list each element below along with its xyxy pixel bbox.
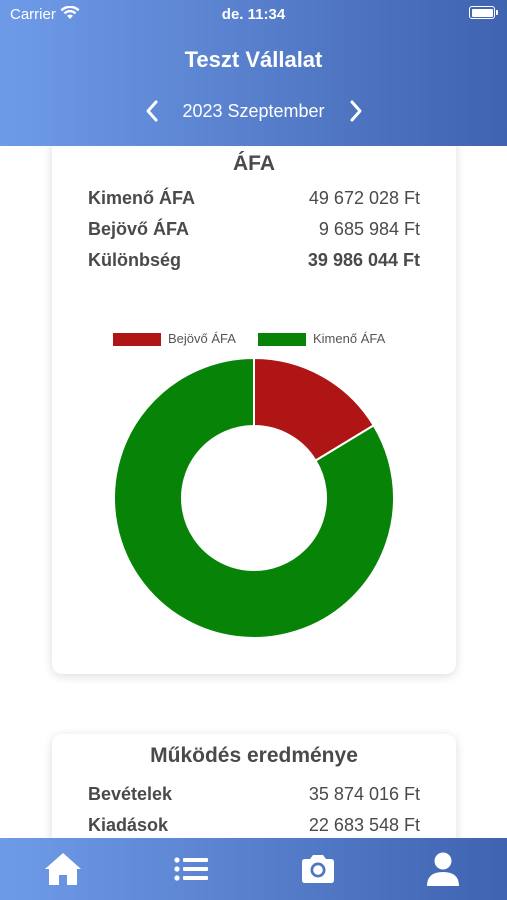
period-label: 2023 Szeptember [182,101,325,121]
app-header: Carrier de. 11:34 Teszt Vállalat 2023 Sz… [0,0,507,146]
result-card-title: Működés eredménye [150,744,358,767]
user-icon [427,852,459,886]
tab-home[interactable] [43,850,83,888]
company-title: Teszt Vállalat [184,47,323,72]
status-bar: Carrier de. 11:34 [0,0,507,30]
tab-list[interactable] [171,850,211,888]
row-label: Bevételek [88,784,173,804]
tab-bar [0,838,507,900]
afa-doughnut-chart [113,356,395,639]
camera-icon [302,855,334,883]
row-value: 35 874 016 Ft [308,784,420,804]
status-time: de. 11:34 [221,6,286,23]
row-value: 22 683 548 Ft [308,815,420,835]
scroll-content[interactable]: ÁFA Kimenő ÁFA 49 672 028 Ft Bejövő ÁFA … [0,146,507,838]
next-month-button[interactable] [342,98,368,124]
afa-row-incoming: Bejövő ÁFA 9 685 984 Ft [88,219,420,243]
row-label: Kimenő ÁFA [88,188,196,208]
previous-month-button[interactable] [140,98,166,124]
operating-result-card: Működés eredménye Bevételek 35 874 016 F… [52,734,456,838]
afa-card: ÁFA Kimenő ÁFA 49 672 028 Ft Bejövő ÁFA … [52,146,456,674]
row-label: Bejövő ÁFA [88,219,190,239]
list-icon [174,857,208,881]
legend-label: Bejövő ÁFA [168,331,236,346]
legend-swatch [113,333,161,346]
wifi-icon [60,6,80,19]
month-navigator: 2023 Szeptember [0,98,507,124]
battery-icon [469,6,498,19]
carrier-label: Carrier [10,6,56,23]
row-label: Kiadások [88,815,169,835]
chevron-right-icon [350,100,362,122]
tab-profile[interactable] [423,850,463,888]
afa-row-outgoing: Kimenő ÁFA 49 672 028 Ft [88,188,420,212]
slice-outgoing-vat[interactable] [113,356,395,639]
row-value: 49 672 028 Ft [308,188,420,208]
chart-legend: Bejövő ÁFA Kimenő ÁFA [52,330,456,348]
result-row-expenses: Kiadások 22 683 548 Ft [88,815,420,838]
row-value: 39 986 044 Ft [307,250,420,270]
result-row-income: Bevételek 35 874 016 Ft [88,784,420,808]
home-icon [45,853,81,885]
legend-label: Kimenő ÁFA [313,331,386,346]
afa-card-title: ÁFA [233,152,275,175]
row-value: 9 685 984 Ft [318,219,420,239]
chevron-left-icon [146,100,158,122]
tab-camera[interactable] [298,850,338,888]
afa-row-difference: Különbség 39 986 044 Ft [88,250,420,274]
legend-swatch [258,333,306,346]
row-label: Különbség [88,250,181,270]
